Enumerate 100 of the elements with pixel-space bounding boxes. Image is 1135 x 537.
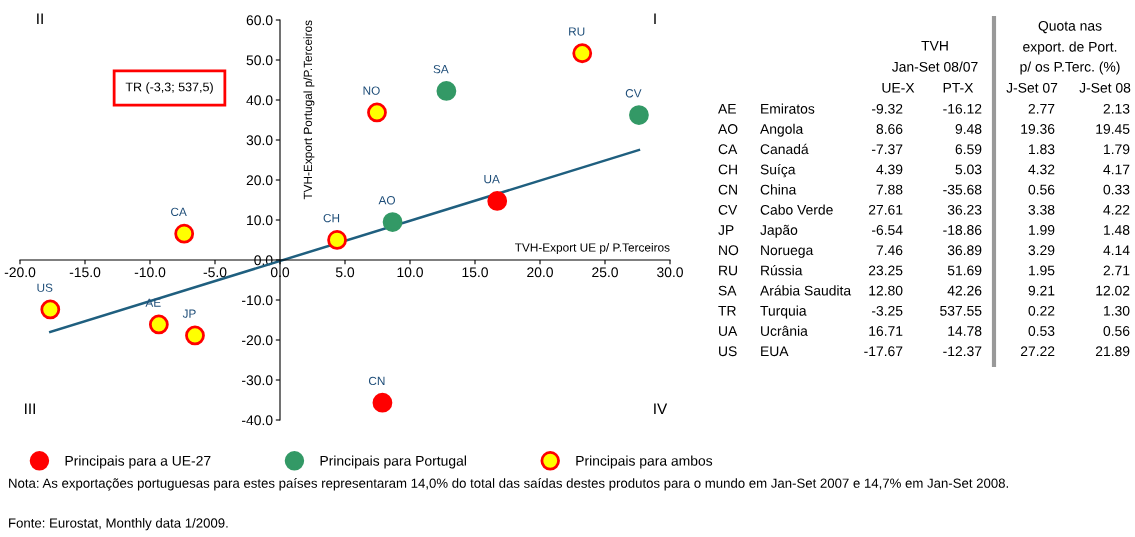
text: 1.79: [1104, 144, 1130, 155]
annotation: US: [37, 283, 53, 292]
text: UA: [719, 326, 738, 336]
annotation: TR (-3,3; 537,5): [125, 82, 213, 94]
text: 2.77: [1028, 103, 1055, 114]
point: [372, 392, 393, 413]
y-axis-title: TVH-Export Portugal p/P.Terceiros: [303, 20, 315, 200]
annotation: NO: [363, 86, 380, 95]
text: AO: [718, 124, 738, 134]
text: SA: [718, 285, 737, 296]
x-tick-label: 5.0: [335, 267, 355, 278]
text: -35.68: [943, 184, 982, 195]
text: TR: [718, 306, 736, 316]
x-tick-label: 15.0: [462, 267, 488, 278]
annotation: I: [654, 13, 656, 24]
text: -7.37: [871, 144, 903, 155]
x-tick-label: 30.0: [657, 267, 683, 278]
y-tick-label: -20.0: [242, 335, 273, 346]
text: 12.80: [869, 285, 903, 296]
annotation: AO: [378, 196, 395, 205]
text: AE: [718, 104, 736, 114]
point: [327, 229, 347, 250]
text: -17.67: [864, 346, 903, 357]
text: -3.25: [871, 305, 903, 316]
text: 9.48: [955, 124, 982, 134]
text: Jan-Set 08/07: [891, 61, 978, 72]
text: -9.32: [871, 103, 903, 114]
text: 4.39: [876, 164, 903, 175]
text: 23.25: [868, 265, 903, 276]
text: 36.89: [947, 245, 982, 256]
text: TVH: [921, 41, 948, 51]
text: 1.83: [1029, 144, 1055, 155]
y-tick-label: 50.0: [246, 55, 273, 66]
x-tick-label: -20.0: [4, 267, 36, 278]
text: 27.61: [868, 204, 903, 215]
text: 0.56: [1028, 184, 1055, 195]
annotation: CN: [368, 376, 385, 386]
point: [174, 223, 195, 244]
annotation: SA: [433, 64, 449, 74]
annotation: CH: [323, 213, 340, 223]
text: UE-X: [882, 83, 915, 93]
text: 7.46: [876, 245, 903, 256]
text: 51.69: [947, 265, 982, 276]
text: 5.03: [955, 164, 982, 175]
text: Ucrânia: [761, 325, 808, 336]
text: -16.12: [943, 103, 982, 114]
text: Nota: As exportações portuguesas para estes países representaram 14,0% do total das saídas destes produtos para o mundo em Jan-Set 2007 e 14,7% em Jan-Set 2008.: [9, 478, 1008, 491]
text: Japão: [760, 224, 798, 238]
text: JP: [718, 225, 734, 235]
y-tick-label: 30.0: [246, 135, 273, 146]
point: [40, 299, 61, 320]
text: 0.22: [1028, 305, 1055, 316]
text: 4.22: [1103, 204, 1130, 215]
point: [382, 212, 403, 232]
text: CH: [718, 164, 737, 175]
text: 12.02: [1096, 285, 1130, 296]
text: 1.99: [1029, 225, 1055, 235]
text: US: [719, 346, 737, 357]
text: 3.38: [1028, 204, 1055, 215]
text: -6.54: [871, 225, 903, 235]
text: Cabo Verde: [760, 204, 833, 215]
text: 4.14: [1103, 245, 1130, 255]
text: 1.48: [1104, 225, 1130, 235]
text: CN: [718, 184, 737, 195]
y-tick-label: 20.0: [246, 175, 273, 186]
text: 16.71: [869, 326, 903, 336]
y-tick-label: -30.0: [242, 375, 273, 386]
text: 6.59: [955, 144, 982, 155]
y-tick-label: 10.0: [247, 215, 273, 226]
text: Rússia: [761, 264, 803, 276]
text: Suíça: [760, 164, 796, 178]
text: -12.37: [943, 346, 982, 357]
x-tick-label: 10.0: [397, 267, 423, 278]
text: 3.29: [1028, 245, 1055, 256]
x-tick-label: 25.0: [592, 267, 618, 278]
source-note: Fonte: Eurostat, Monthly data 1/2009.: [9, 518, 228, 531]
text: CV: [718, 204, 738, 215]
text: 21.89: [1095, 346, 1130, 357]
annotation: RU: [569, 27, 585, 36]
text: RU: [719, 265, 737, 276]
text: Turquia: [760, 305, 807, 319]
text: 4.17: [1103, 164, 1130, 175]
text: 19.45: [1096, 124, 1130, 134]
text: 19.36: [1021, 124, 1055, 134]
text: Angola: [760, 123, 804, 137]
text: Canadá: [760, 143, 809, 155]
annotation: AE: [145, 298, 161, 307]
annotation: JP: [182, 309, 196, 318]
text: 1.95: [1029, 265, 1055, 276]
text: 4.32: [1028, 164, 1055, 175]
text: 1.30: [1104, 305, 1130, 316]
text: 36.23: [947, 204, 982, 215]
text: export. de Port.: [1023, 41, 1117, 55]
point: [629, 105, 649, 125]
text: Emiratos: [761, 103, 815, 114]
x-tick-label: 20.0: [527, 267, 553, 278]
text: NO: [719, 245, 739, 256]
text: Quota nas: [1038, 20, 1102, 34]
y-tick-label: 40.0: [246, 95, 273, 106]
x-tick-label: -5.0: [203, 267, 227, 278]
